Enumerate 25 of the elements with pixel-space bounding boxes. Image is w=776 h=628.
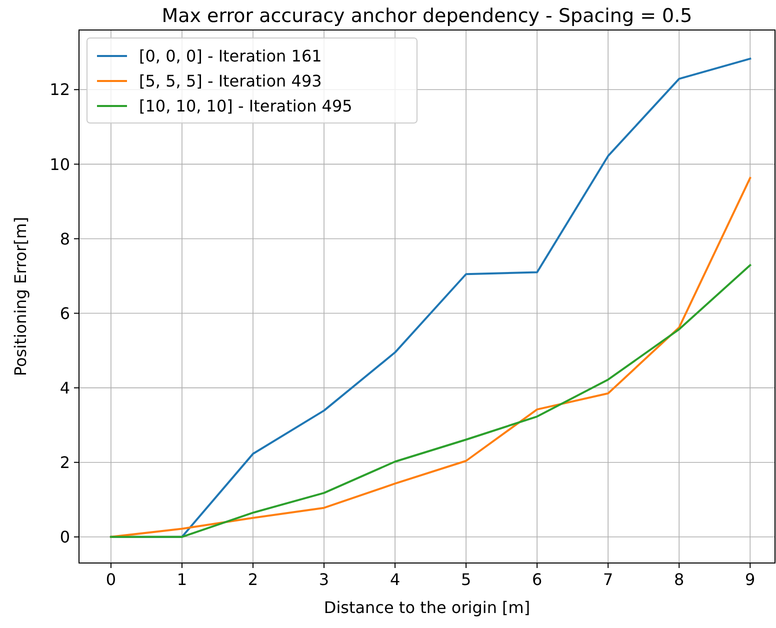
x-tick-label: 0 xyxy=(106,570,116,589)
x-tick-label: 2 xyxy=(248,570,258,589)
x-tick-label: 6 xyxy=(532,570,542,589)
x-tick-label: 3 xyxy=(318,570,330,589)
y-tick-label: 2 xyxy=(60,452,70,472)
line-series xyxy=(110,264,752,538)
x-axis-title: Distance to the origin [m] xyxy=(324,598,530,617)
x-tick-label: 1 xyxy=(176,570,188,589)
y-axis-title: Positioning Error[m] xyxy=(11,216,30,376)
x-tick-label: 8 xyxy=(674,570,684,589)
y-tick-label: 8 xyxy=(60,229,70,248)
x-tick-label: 5 xyxy=(460,570,472,589)
x-tick-label: 4 xyxy=(390,570,400,589)
legend-label: [0, 0, 0] - Iteration 161 xyxy=(139,46,322,66)
line-series xyxy=(110,176,752,538)
y-tick-label: 0 xyxy=(60,528,70,547)
x-tick-label: 7 xyxy=(603,570,614,589)
legend-label: [5, 5, 5] - Iteration 493 xyxy=(139,72,322,91)
chart-title: Max error accuracy anchor dependency - Spacing = 0.5 xyxy=(162,5,692,27)
y-tick-label: 6 xyxy=(60,304,70,323)
y-tick-label: 12 xyxy=(50,80,70,100)
y-tick-label: 10 xyxy=(50,154,70,174)
legend-label: [10, 10, 10] - Iteration 495 xyxy=(139,96,352,116)
y-tick-label: 4 xyxy=(60,378,70,398)
x-tick-label: 9 xyxy=(745,570,756,589)
